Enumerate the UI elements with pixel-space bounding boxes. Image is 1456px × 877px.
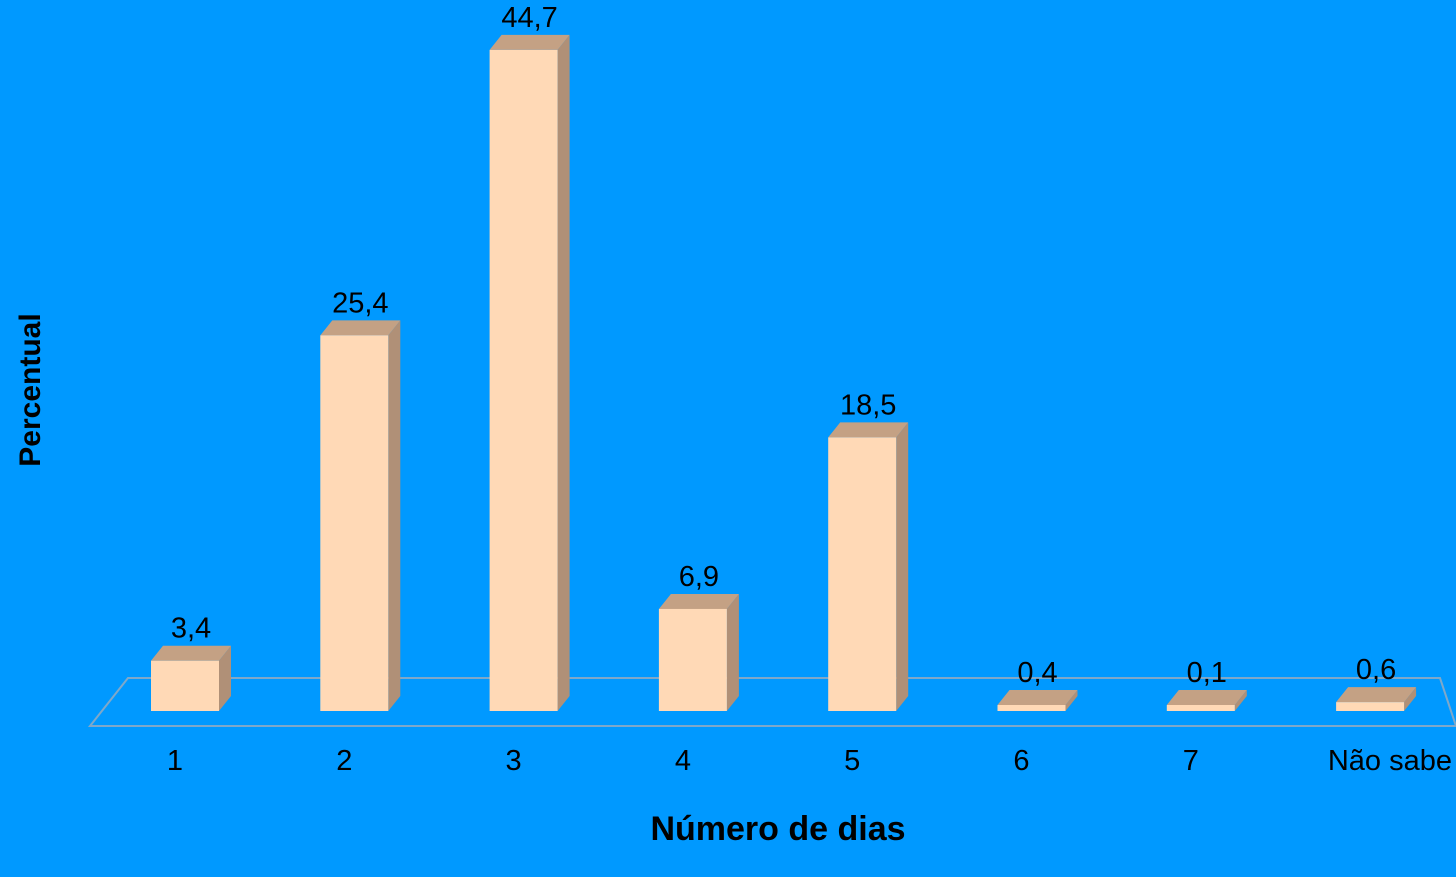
bar-front-face [997, 705, 1066, 711]
x-tick-label: Não sabe [1328, 745, 1452, 777]
bar [1166, 690, 1247, 711]
value-label: 3,4 [171, 613, 211, 645]
bar-front-face [1336, 702, 1405, 711]
bar-top-face [320, 320, 401, 336]
y-axis-title: Percentual [14, 313, 47, 466]
bar-side-face [726, 593, 739, 711]
x-axis-title: Número de dias [650, 810, 905, 848]
bar-front-face [489, 49, 558, 711]
bar [997, 690, 1078, 711]
bar-top-face [1336, 687, 1417, 703]
bar-front-face [658, 608, 727, 711]
bar [489, 34, 570, 711]
bar-front-face [320, 335, 389, 711]
bar [151, 645, 231, 711]
bar-top-face [658, 593, 739, 609]
bar [320, 320, 401, 711]
x-tick-label: 2 [336, 745, 352, 777]
bar-top-face [1166, 690, 1247, 705]
bar-side-face [1234, 690, 1247, 711]
bar-side-face [896, 422, 909, 711]
value-label: 0,1 [1187, 657, 1227, 689]
x-tick-label: 7 [1183, 745, 1199, 777]
floor-plane [87, 677, 1456, 727]
value-label: 18,5 [840, 389, 896, 421]
bar [658, 593, 739, 711]
value-label: 0,6 [1356, 654, 1396, 686]
value-label: 25,4 [332, 287, 388, 319]
value-labels-group: 3,4 25,4 44,7 6,9 18,5 0,4 0,1 0,6 [171, 2, 1396, 689]
chart-floor [87, 677, 1456, 727]
bar [1336, 687, 1417, 711]
bar-front-face [1166, 705, 1235, 711]
bar-top-face [828, 422, 909, 438]
bar-side-face [1065, 690, 1078, 711]
bar-top-face [489, 34, 570, 50]
category-labels-group: 1 2 3 4 5 6 7 Não sabe [167, 745, 1452, 777]
bar-side-face [557, 34, 570, 711]
bar-front-face [151, 660, 219, 711]
x-tick-label: 1 [167, 745, 183, 777]
bar-front-face [828, 437, 897, 711]
bars-group [151, 34, 1417, 711]
bar-top-face [997, 690, 1078, 705]
x-tick-label: 5 [844, 745, 860, 777]
bar [828, 422, 909, 711]
value-label: 6,9 [679, 561, 719, 593]
bar-side-face [388, 320, 401, 711]
bar-top-face [151, 645, 231, 661]
x-tick-label: 6 [1013, 745, 1029, 777]
bar-side-face [1404, 687, 1417, 711]
bar-side-face [219, 645, 231, 711]
x-tick-label: 3 [506, 745, 522, 777]
x-tick-label: 4 [675, 745, 691, 777]
value-label: 0,4 [1017, 657, 1057, 689]
value-label: 44,7 [501, 2, 557, 34]
